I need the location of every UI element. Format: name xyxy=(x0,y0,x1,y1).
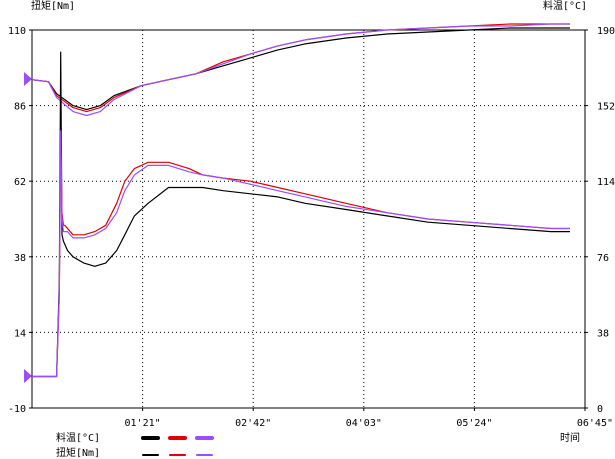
y-left-tick-label: 62 xyxy=(14,177,26,188)
x-axis-label: 时间 xyxy=(560,431,580,444)
temperature-series-line-2 xyxy=(31,23,570,117)
start-markers xyxy=(24,72,32,383)
y-left-tick-label: -10 xyxy=(8,404,26,415)
x-tick-label: 04'03" xyxy=(346,418,382,429)
y-right-axis-label: 料温[°C] xyxy=(543,0,587,12)
y-left-tick-label: 38 xyxy=(14,253,26,264)
temperature-start-marker xyxy=(24,72,32,86)
x-tick-label: 02'42" xyxy=(235,418,271,429)
y-right-tick-label: 152 xyxy=(597,102,615,113)
y-left-tick-label: 86 xyxy=(14,102,26,113)
y-right-tick-label: 76 xyxy=(597,253,609,264)
temperature-series-line-0 xyxy=(31,27,570,111)
y-left-tick-label: 110 xyxy=(8,26,26,37)
y-right-tick-label: 190 xyxy=(597,26,615,37)
legend-label-torque: 扭矩[Nm] xyxy=(56,446,100,459)
tick-labels: 110 86 62 38 14 -10 190 152 114 76 38 0 01'21" 02'42"… xyxy=(8,26,615,429)
series-lines xyxy=(31,23,570,378)
y-right-tick-label: 38 xyxy=(597,328,609,339)
plot-area xyxy=(31,29,586,409)
x-tick-label: 06'45" xyxy=(577,418,613,429)
torque-start-marker xyxy=(24,369,32,383)
x-tick-label: 01'21" xyxy=(125,418,161,429)
y-right-tick-label: 114 xyxy=(597,177,615,188)
legend-label-temperature: 料温[°C] xyxy=(56,431,100,444)
torque-series-line-5 xyxy=(32,130,570,378)
y-left-tick-label: 14 xyxy=(14,328,26,339)
y-left-axis-label: 扭矩[Nm] xyxy=(31,0,75,12)
x-tick-label: 05'24" xyxy=(456,418,492,429)
legend: 料温[°C] 扭矩[Nm] xyxy=(56,431,214,459)
y-right-tick-label: 0 xyxy=(597,404,603,415)
torque-series-line-3 xyxy=(32,51,570,378)
